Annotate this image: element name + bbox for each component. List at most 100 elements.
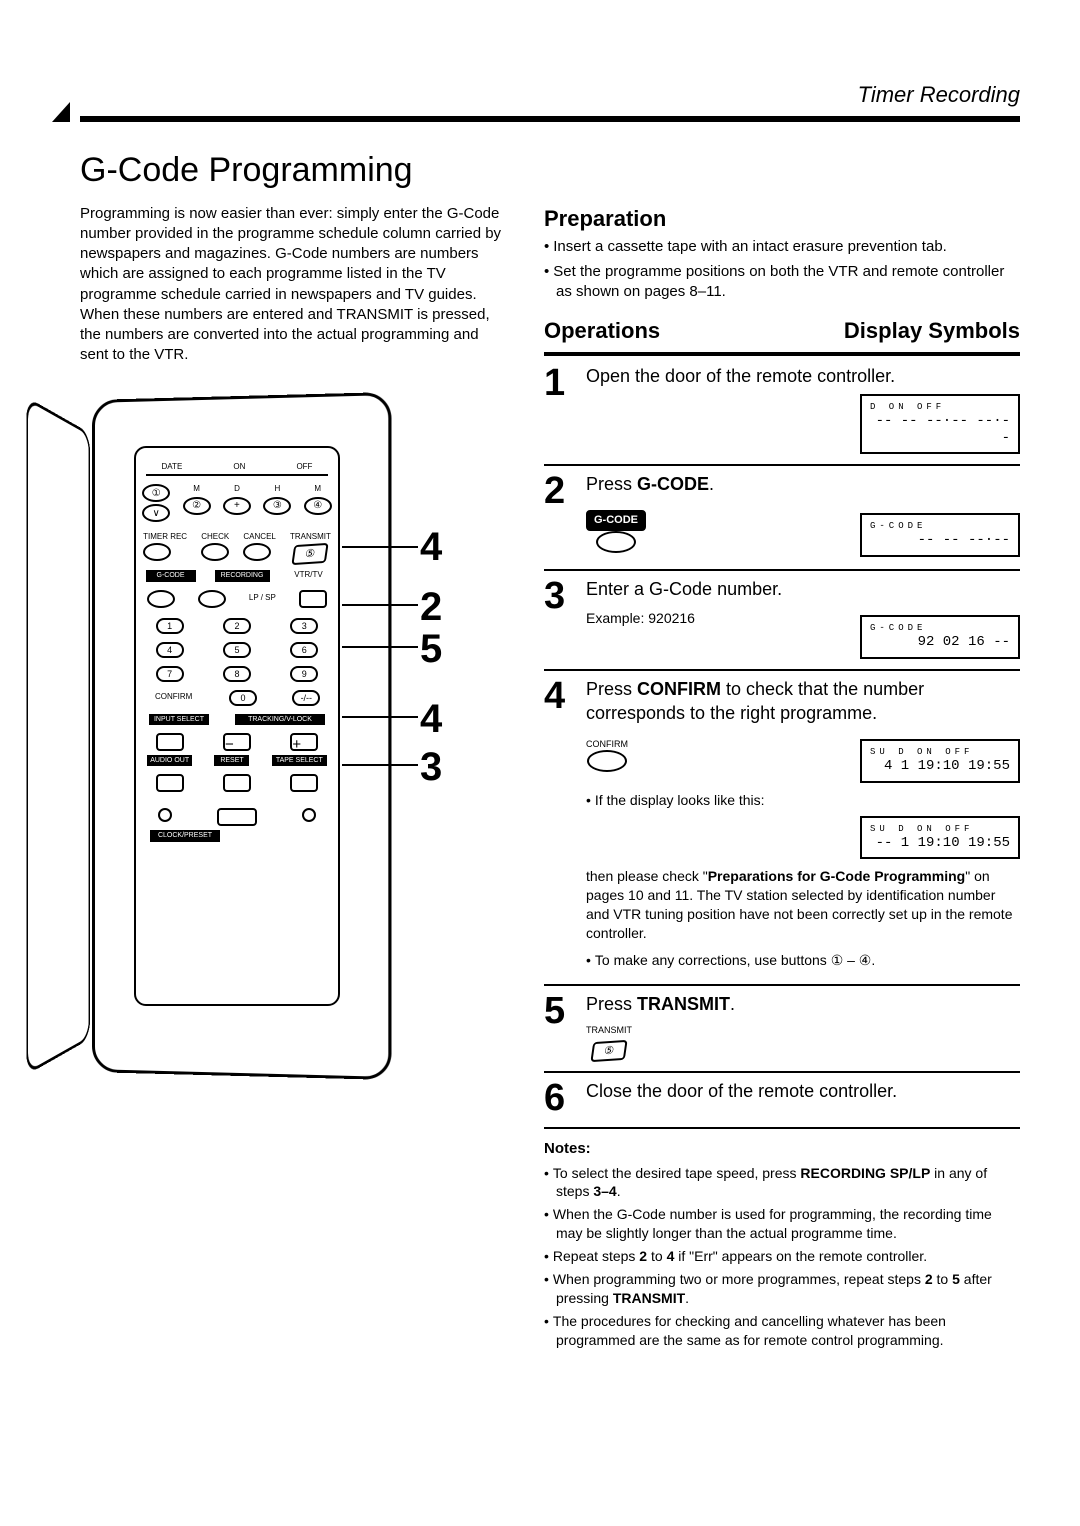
step-text: Press CONFIRM to check that the number c… [586,677,1020,726]
display-symbols-title: Display Symbols [844,316,1020,346]
step-1: 1 Open the door of the remote controller… [544,358,1020,467]
lpsp-label: LP / SP [249,593,276,604]
numpad-6[interactable]: 6 [290,642,318,658]
step-number: 6 [544,1079,576,1117]
dash-button[interactable]: -/-- [292,690,320,706]
right-hole [302,808,316,822]
cancel-button[interactable] [243,543,271,561]
vtrtv-label: VTR/TV [289,570,329,581]
date-down-button[interactable]: ∨ [142,504,170,522]
transmit-button-icon: ⑤ [590,1040,627,1062]
step-number: 5 [544,992,576,1061]
remote-illustration: DATE ON OFF ① ∨ M ② D + [80,396,510,1096]
off-h-button[interactable]: ③ [263,497,291,515]
step-6: 6 Close the door of the remote controlle… [544,1073,1020,1129]
step-5: 5 Press TRANSMIT. TRANSMIT ⑤ [544,986,1020,1073]
display-box: D ON OFF -- -- --·-- --·-- [860,394,1020,454]
note-item: Repeat steps 2 to 4 if "Err" appears on … [544,1247,1020,1266]
display-box: G-CODE -- -- --·-- [860,513,1020,557]
tracking-plus-button[interactable]: + [290,733,318,751]
numpad-4[interactable]: 4 [156,642,184,658]
numpad-2[interactable]: 2 [223,618,251,634]
inputselect-bar: INPUT SELECT [149,714,209,725]
check-button[interactable] [201,543,229,561]
notes-title: Notes: [544,1139,1020,1159]
remote-label-check: CHECK [201,532,229,543]
numpad-9[interactable]: 9 [290,666,318,682]
callout-5: 5 [420,622,442,676]
numpad-3[interactable]: 3 [290,618,318,634]
transmit-label-icon: TRANSMIT [586,1024,632,1036]
remote-label-cancel: CANCEL [243,532,275,543]
confirm-button-icon [587,750,627,772]
gcode-bar: G-CODE [146,570,196,581]
numpad-5[interactable]: 5 [223,642,251,658]
step-text: Press G-CODE. [586,472,1020,496]
remote-label-timerrec: TIMER REC [143,532,187,543]
numpad-8[interactable]: 8 [223,666,251,682]
on-h-button[interactable]: ② [183,497,211,515]
gcode-key-icon: G-CODE [586,510,646,531]
recording-bar: RECORDING [215,570,270,581]
step-text: Press TRANSMIT. [586,992,1020,1016]
note-item: The procedures for checking and cancelli… [544,1312,1020,1350]
callout-4b: 4 [420,692,442,746]
display-box: SU D ON OFF -- 1 19:10 19:55 [860,816,1020,860]
step-example: Example: 920216 [586,609,695,628]
section-header: Timer Recording [80,80,1020,110]
display-box: SU D ON OFF 4 1 19:10 19:55 [860,739,1020,783]
step-2: 2 Press G-CODE. G-CODE G-CODE -- -- --·-… [544,466,1020,570]
confirm-label-icon: CONFIRM [586,738,628,750]
gcode-button[interactable] [147,590,175,608]
step-text: Enter a G-Code number. [586,577,1020,601]
clockpreset-button[interactable] [217,808,257,826]
note-item: To select the desired tape speed, press … [544,1164,1020,1202]
prep-item: Insert a cassette tape with an intact er… [544,237,1020,257]
step-number: 3 [544,577,576,659]
timer-rec-button[interactable] [143,543,171,561]
prep-item: Set the programme positions on both the … [544,262,1020,303]
tapeselect-button[interactable] [290,774,318,792]
intro-text: Programming is now easier than ever: sim… [80,204,510,366]
header-rule [80,116,1020,122]
transmit-button[interactable]: ⑤ [292,543,329,565]
step-4: 4 Press CONFIRM to check that the number… [544,671,1020,986]
numpad-1[interactable]: 1 [156,618,184,634]
remote-label-transmit: TRANSMIT [290,532,331,543]
numpad-7[interactable]: 7 [156,666,184,682]
date-up-button[interactable]: ① [142,484,170,502]
step4-if-text: If the display looks like this: [586,791,1020,810]
step-number: 1 [544,364,576,455]
preparation-block: Preparation Insert a cassette tape with … [544,204,1020,302]
step4-note2: To make any corrections, use buttons ① –… [586,951,1020,970]
remote-label-off: OFF [296,462,312,473]
step-number: 2 [544,472,576,558]
audioout-bar: AUDIO OUT [147,755,192,766]
step-text: Open the door of the remote controller. [586,364,1020,388]
off-m-button[interactable]: ④ [304,497,332,515]
remote-label-on: ON [233,462,245,473]
recording-button[interactable] [198,590,226,608]
note-item: When programming two or more programmes,… [544,1270,1020,1308]
confirm-label: CONFIRM [154,692,194,703]
notes-block: Notes: To select the desired tape speed,… [544,1139,1020,1349]
reset-button[interactable] [223,774,251,792]
page-title: G-Code Programming [80,148,1020,194]
callout-3: 3 [420,740,442,794]
inputselect-button[interactable] [156,733,184,751]
step4-note1: then please check "Preparations for G-Co… [586,867,1020,943]
callout-4a: 4 [420,520,442,574]
on-m-button[interactable]: + [223,497,251,515]
operations-title: Operations [544,316,660,346]
step-3: 3 Enter a G-Code number. Example: 920216… [544,571,1020,671]
tapeselect-bar: TAPE SELECT [272,755,327,766]
left-hole [158,808,172,822]
step-text: Close the door of the remote controller. [586,1079,1020,1103]
vtrtv-button[interactable] [299,590,327,608]
oval-button-icon [596,531,636,553]
note-item: When the G-Code number is used for progr… [544,1205,1020,1243]
tracking-minus-button[interactable]: − [223,733,251,751]
numpad-0[interactable]: 0 [229,690,257,706]
remote-label-date: DATE [162,462,183,473]
audioout-button[interactable] [156,774,184,792]
